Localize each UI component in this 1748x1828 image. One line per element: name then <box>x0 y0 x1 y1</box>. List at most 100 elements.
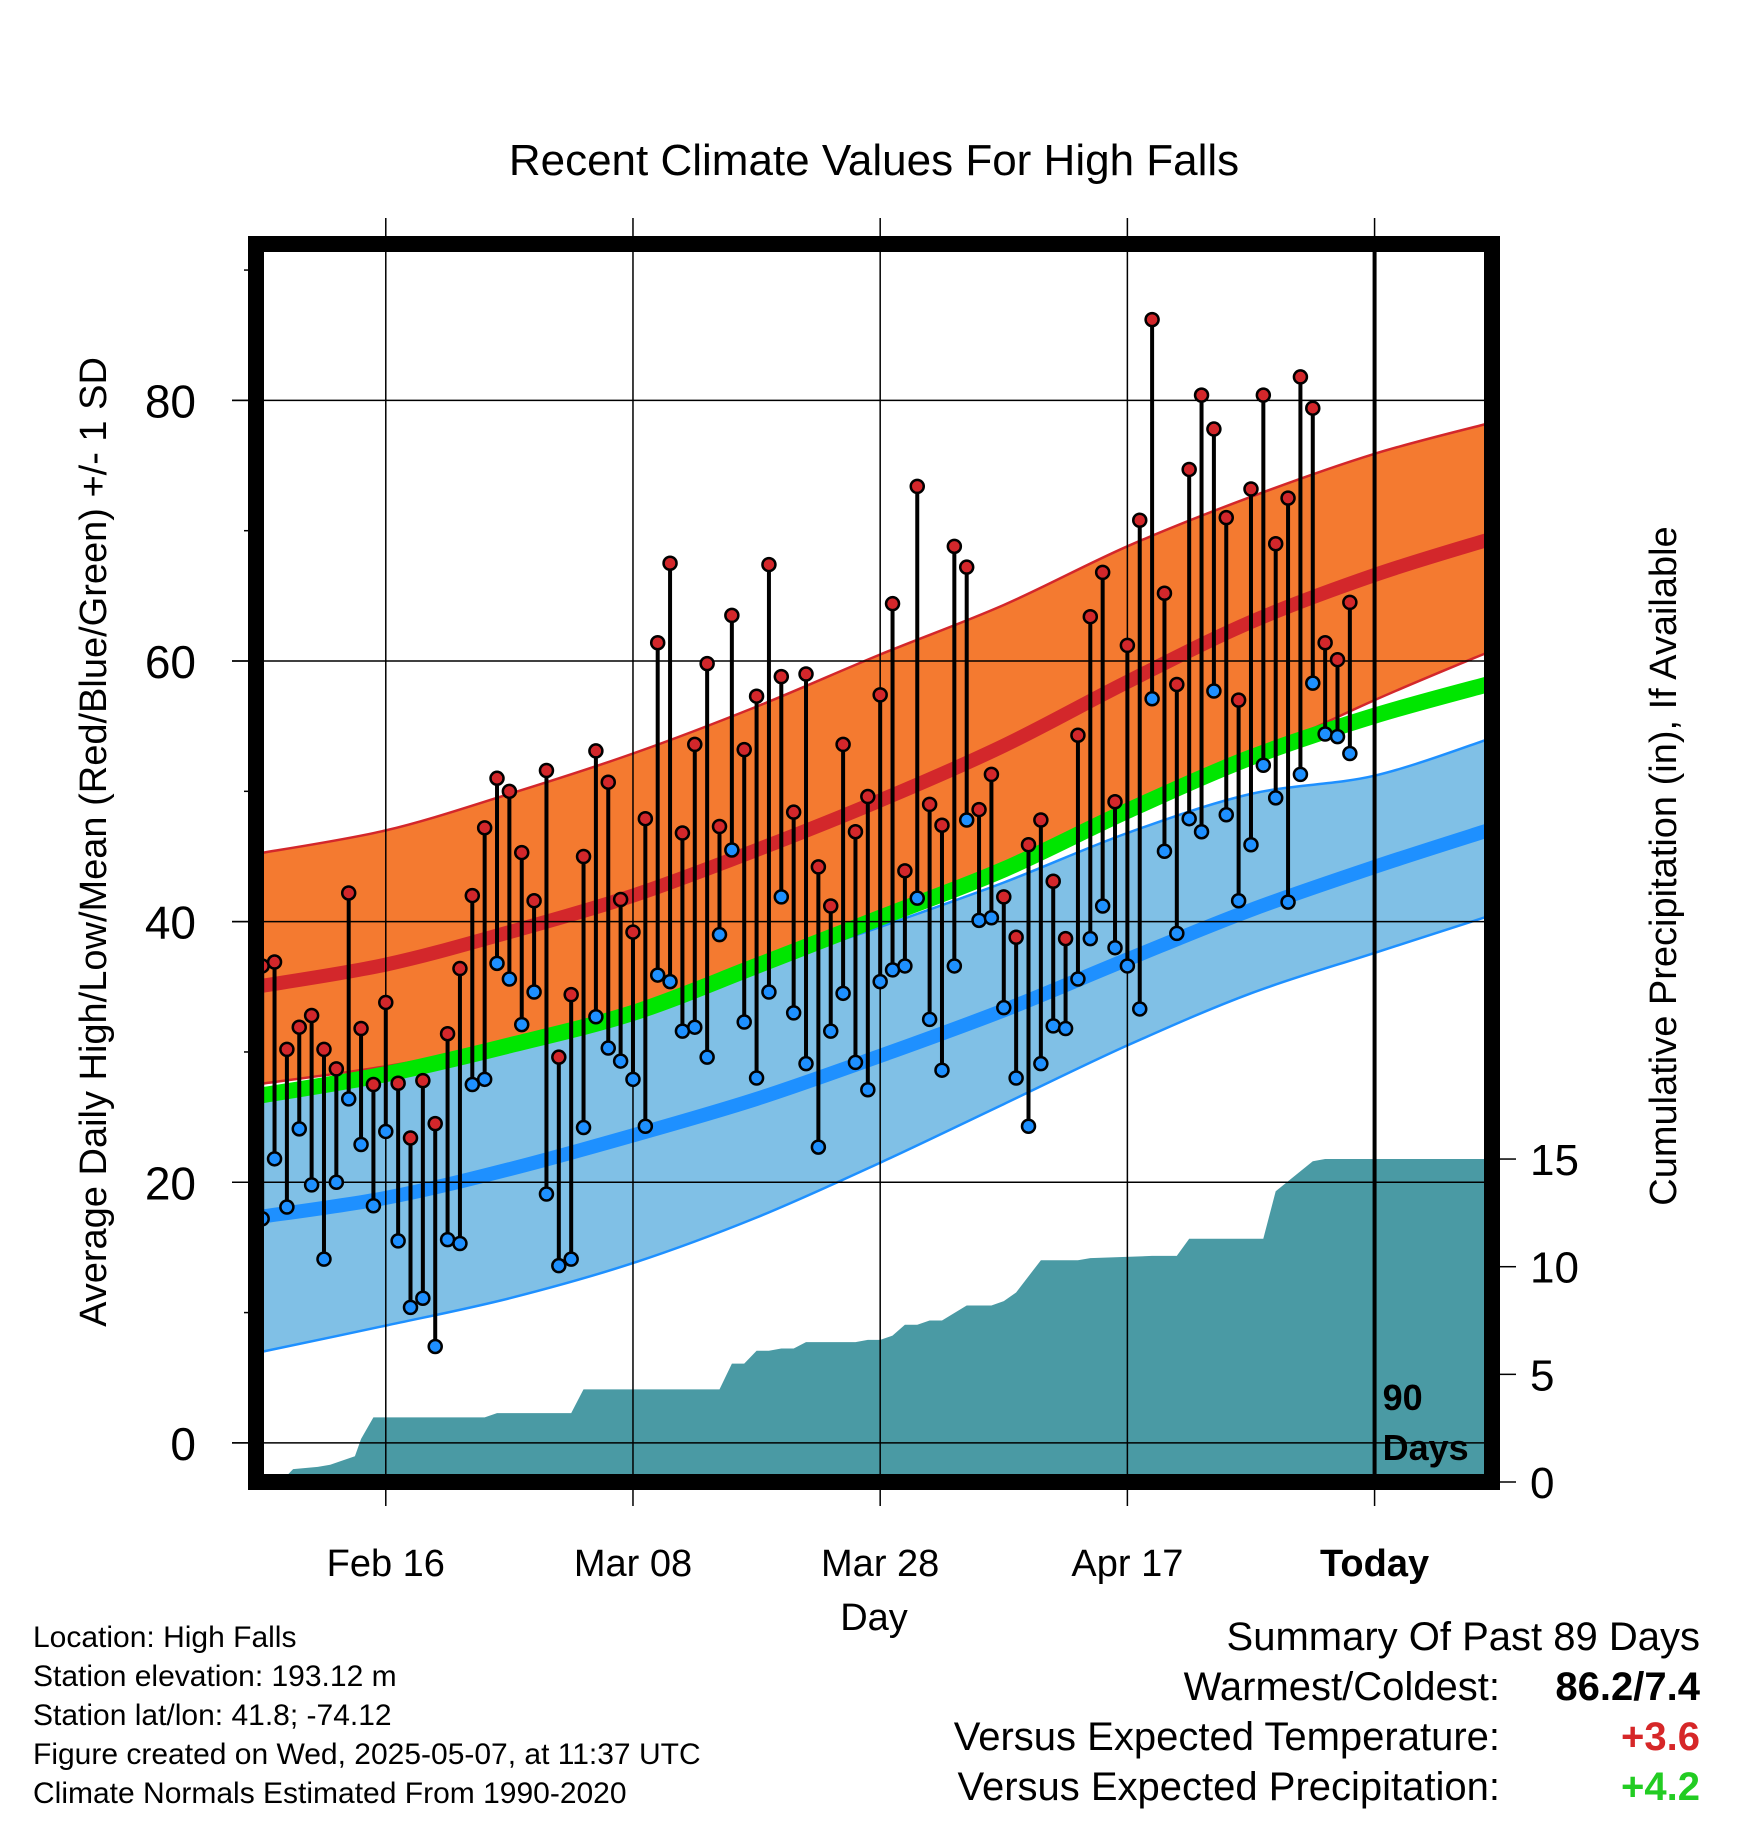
daily-low-point <box>637 1118 654 1134</box>
daily-high-point <box>822 898 839 914</box>
elevation-text: Station elevation: 193.12 m <box>33 1660 397 1693</box>
daily-low-point <box>1131 1001 1148 1017</box>
daily-low-point <box>439 1231 456 1248</box>
daily-low-point <box>798 1055 814 1072</box>
plot-area: 90 Days 0 20 40 60 80 Feb 16 Mar 08 Mar 28 Apr 17 T… <box>145 218 1579 1585</box>
daily-high-point <box>983 766 1000 783</box>
daily-low-point <box>452 1235 468 1252</box>
daily-low-point <box>538 1186 555 1202</box>
daily-high-point <box>1267 535 1284 552</box>
daily-high-point <box>1243 481 1259 497</box>
daily-low-point <box>612 1053 629 1069</box>
daily-high-point <box>1057 930 1074 947</box>
daily-high-point <box>1070 727 1086 744</box>
daily-low-point <box>402 1299 419 1316</box>
daily-high-point <box>1169 676 1185 693</box>
daily-high-point <box>1156 585 1173 601</box>
today-days-label: Days <box>1383 1427 1469 1468</box>
daily-low-point <box>365 1197 382 1214</box>
daily-low-point <box>860 1081 876 1098</box>
daily-high-point <box>1206 421 1222 437</box>
daily-high-point <box>773 668 790 685</box>
daily-high-point <box>538 762 555 779</box>
daily-low-point <box>736 1014 752 1030</box>
daily-low-point <box>773 889 790 905</box>
daily-high-point <box>1342 594 1358 611</box>
daily-low-point <box>1329 728 1346 745</box>
x-axis-label: Day <box>840 1597 908 1639</box>
daily-low-point <box>699 1049 715 1065</box>
daily-high-point <box>402 1130 419 1146</box>
normals-text: Climate Normals Estimated From 1990-2020 <box>33 1777 627 1810</box>
daily-low-point <box>328 1174 345 1191</box>
daily-low-point <box>1082 930 1099 947</box>
created-text: Figure created on Wed, 2025-05-07, at 11… <box>33 1738 701 1771</box>
y2-tick-label: 0 <box>1530 1459 1554 1508</box>
x-tick-label: Feb 16 <box>327 1543 445 1585</box>
daily-low-point <box>971 912 987 929</box>
precip-value: +4.2 <box>1621 1765 1700 1809</box>
normal-low-band <box>256 737 1492 1353</box>
daily-high-point <box>687 736 703 753</box>
daily-high-point <box>909 478 926 495</box>
daily-high-point <box>1045 873 1061 889</box>
daily-high-point <box>476 820 493 836</box>
daily-low-point <box>1280 894 1296 910</box>
daily-low-point <box>724 842 740 858</box>
daily-low-point <box>1045 1018 1061 1034</box>
precip-row: Versus Expected Precipitation: +4.2 <box>954 1762 1700 1812</box>
daily-low-point <box>1057 1020 1074 1037</box>
daily-low-point <box>909 890 926 906</box>
daily-high-point <box>353 1020 369 1037</box>
warm-cold-value: 86.2/7.4 <box>1555 1665 1700 1709</box>
daily-low-point <box>1020 1118 1037 1134</box>
y2-axis-label: Cumulative Precipitation (in), If Availa… <box>1643 526 1685 1205</box>
daily-low-point <box>872 973 888 990</box>
daily-high-point <box>1255 387 1272 403</box>
daily-high-point <box>575 848 592 865</box>
daily-high-point <box>415 1072 431 1089</box>
daily-low-point <box>983 909 1000 926</box>
daily-high-point <box>464 887 481 904</box>
precip-label: Versus Expected Precipitation: <box>957 1765 1500 1809</box>
daily-high-point <box>860 788 876 805</box>
daily-low-point <box>1181 810 1197 827</box>
daily-high-point <box>439 1025 456 1042</box>
daily-high-point <box>958 559 975 575</box>
daily-high-point <box>378 994 394 1011</box>
daily-low-point <box>934 1062 950 1078</box>
daily-high-point <box>1181 461 1197 478</box>
daily-low-point <box>921 1011 938 1028</box>
daily-low-point <box>1292 766 1309 783</box>
x-tick-label: Today <box>1320 1543 1429 1585</box>
daily-high-point <box>328 1061 345 1077</box>
daily-high-point <box>1082 608 1099 625</box>
daily-high-point <box>612 891 629 908</box>
daily-high-point <box>279 1041 295 1058</box>
daily-high-point <box>1094 564 1111 581</box>
daily-high-point <box>1292 369 1309 385</box>
daily-low-point <box>884 962 901 978</box>
daily-low-point <box>1144 691 1160 707</box>
daily-high-point <box>724 607 740 624</box>
daily-low-point <box>946 958 963 974</box>
daily-low-point <box>1342 745 1358 762</box>
daily-high-point <box>303 1007 320 1024</box>
daily-low-point <box>761 984 777 1000</box>
daily-high-point <box>1020 837 1037 853</box>
daily-low-point <box>847 1054 864 1071</box>
precipitation-area <box>256 1159 1492 1482</box>
daily-high-point <box>1280 490 1296 506</box>
daily-high-point <box>365 1076 382 1093</box>
daily-low-point <box>575 1119 592 1136</box>
daily-low-point <box>563 1251 579 1267</box>
daily-low-point <box>476 1071 493 1088</box>
daily-high-point <box>291 1019 308 1035</box>
daily-high-point <box>711 818 728 835</box>
daily-high-point <box>1193 387 1210 403</box>
daily-low-point <box>1317 726 1333 742</box>
daily-high-point <box>501 783 518 800</box>
daily-high-point <box>316 1041 332 1058</box>
daily-high-point <box>884 595 901 612</box>
